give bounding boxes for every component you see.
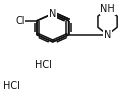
Text: HCl: HCl — [35, 60, 52, 70]
Text: N: N — [104, 30, 111, 40]
Text: NH: NH — [100, 4, 115, 14]
Text: N: N — [49, 9, 56, 19]
Text: Cl: Cl — [15, 16, 25, 26]
Text: HCl: HCl — [2, 81, 19, 91]
